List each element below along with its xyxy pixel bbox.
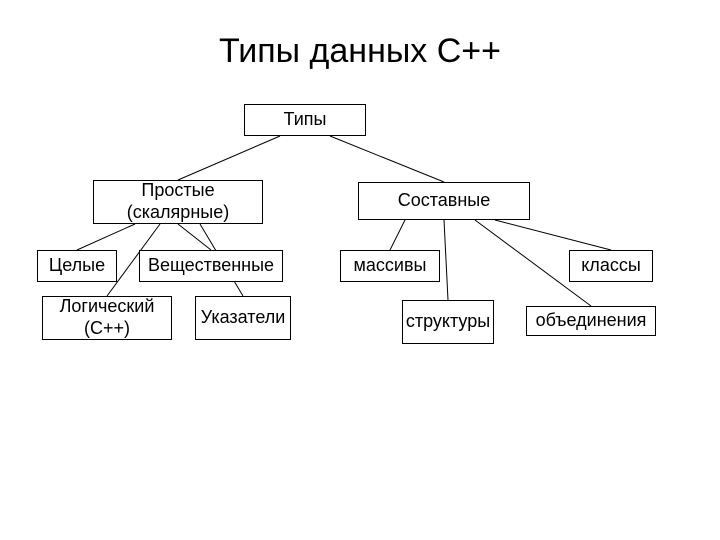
node-real: Вещественные <box>139 250 283 282</box>
node-int: Целые <box>37 250 117 282</box>
node-composite: Составные <box>358 182 530 220</box>
node-bool: Логический (С++) <box>42 296 172 340</box>
page-title: Типы данных С++ <box>0 32 720 71</box>
node-classes: классы <box>569 250 653 282</box>
node-ptr: Указатели <box>195 296 291 340</box>
node-simple: Простые (скалярные) <box>93 180 263 224</box>
node-unions: объединения <box>526 306 656 336</box>
node-arrays: массивы <box>340 250 440 282</box>
node-types: Типы <box>244 104 366 136</box>
node-structs: структуры <box>402 300 494 344</box>
